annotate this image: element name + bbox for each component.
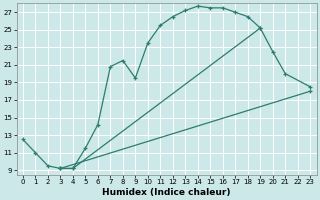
X-axis label: Humidex (Indice chaleur): Humidex (Indice chaleur) — [102, 188, 231, 197]
